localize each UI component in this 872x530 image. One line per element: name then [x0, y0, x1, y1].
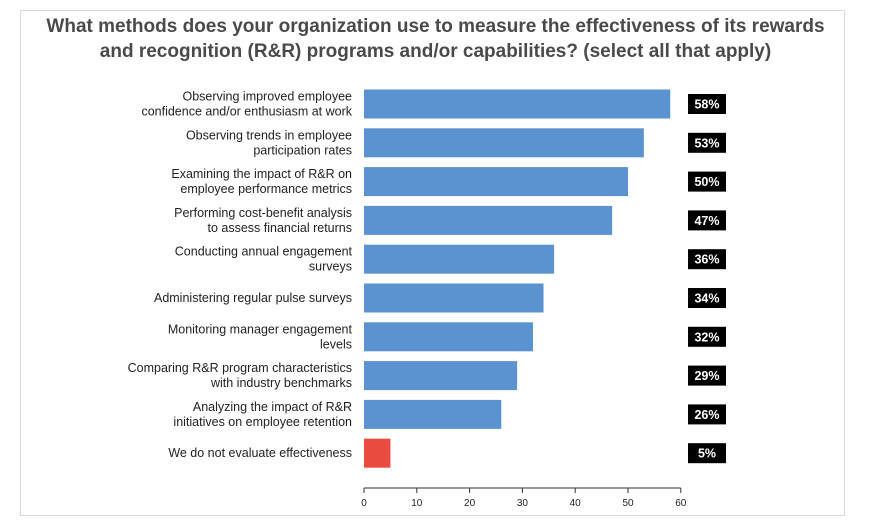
category-label: Observing trends in employee participatio… [186, 128, 352, 157]
chart-title: What methods does your organization use … [46, 16, 825, 62]
value-label-box [688, 404, 726, 425]
value-label: 53% [694, 136, 719, 150]
x-tick-label: 0 [361, 498, 367, 509]
bar [364, 167, 628, 197]
x-tick-label: 50 [622, 498, 634, 509]
value-label: 34% [694, 292, 719, 306]
value-label: 32% [694, 330, 719, 344]
bar [364, 244, 555, 274]
value-label-box [688, 94, 726, 114]
bar [364, 89, 671, 119]
value-label: 58% [694, 98, 719, 112]
value-label-box [688, 171, 726, 192]
category-label: Examining the impact of R&R on employee p… [171, 167, 352, 196]
value-label: 47% [694, 214, 719, 228]
category-label: Conducting annual engagement surveys [175, 245, 353, 274]
value-label-box [688, 288, 726, 308]
value-label: 50% [694, 175, 719, 189]
category-label: Comparing R&R program characteristics wit… [128, 361, 352, 390]
value-label-box [688, 132, 726, 153]
bar [364, 283, 544, 313]
x-tick-label: 10 [411, 498, 423, 509]
x-tick-label: 40 [570, 498, 582, 509]
category-label: Administering regular pulse surveys [154, 291, 352, 305]
category-label: Analyzing the impact of R&R initiatives o… [173, 400, 352, 429]
bar [364, 361, 518, 391]
value-label: 29% [694, 369, 719, 383]
x-tick-label: 20 [464, 498, 476, 509]
value-label: 5% [698, 447, 716, 461]
value-label-box [688, 249, 726, 270]
value-label-box [688, 365, 726, 386]
category-label: Monitoring manager engagement levels [168, 322, 353, 351]
value-label: 36% [694, 253, 719, 267]
category-label: Observing improved employee confidence an… [141, 90, 352, 119]
category-label: Performing cost-benefit analysis to asses… [174, 206, 352, 235]
x-tick-label: 60 [675, 498, 687, 509]
value-label-box [688, 210, 726, 231]
value-label-box [688, 443, 726, 464]
bar [364, 322, 533, 352]
value-label-box [688, 326, 726, 347]
bar [364, 205, 613, 235]
bar [364, 438, 391, 468]
x-tick-label: 30 [517, 498, 529, 509]
bar [364, 128, 644, 158]
value-label: 26% [694, 408, 719, 422]
bar [364, 399, 502, 429]
chart-frame [20, 10, 845, 516]
category-label: We do not evaluate effectiveness [168, 446, 352, 460]
